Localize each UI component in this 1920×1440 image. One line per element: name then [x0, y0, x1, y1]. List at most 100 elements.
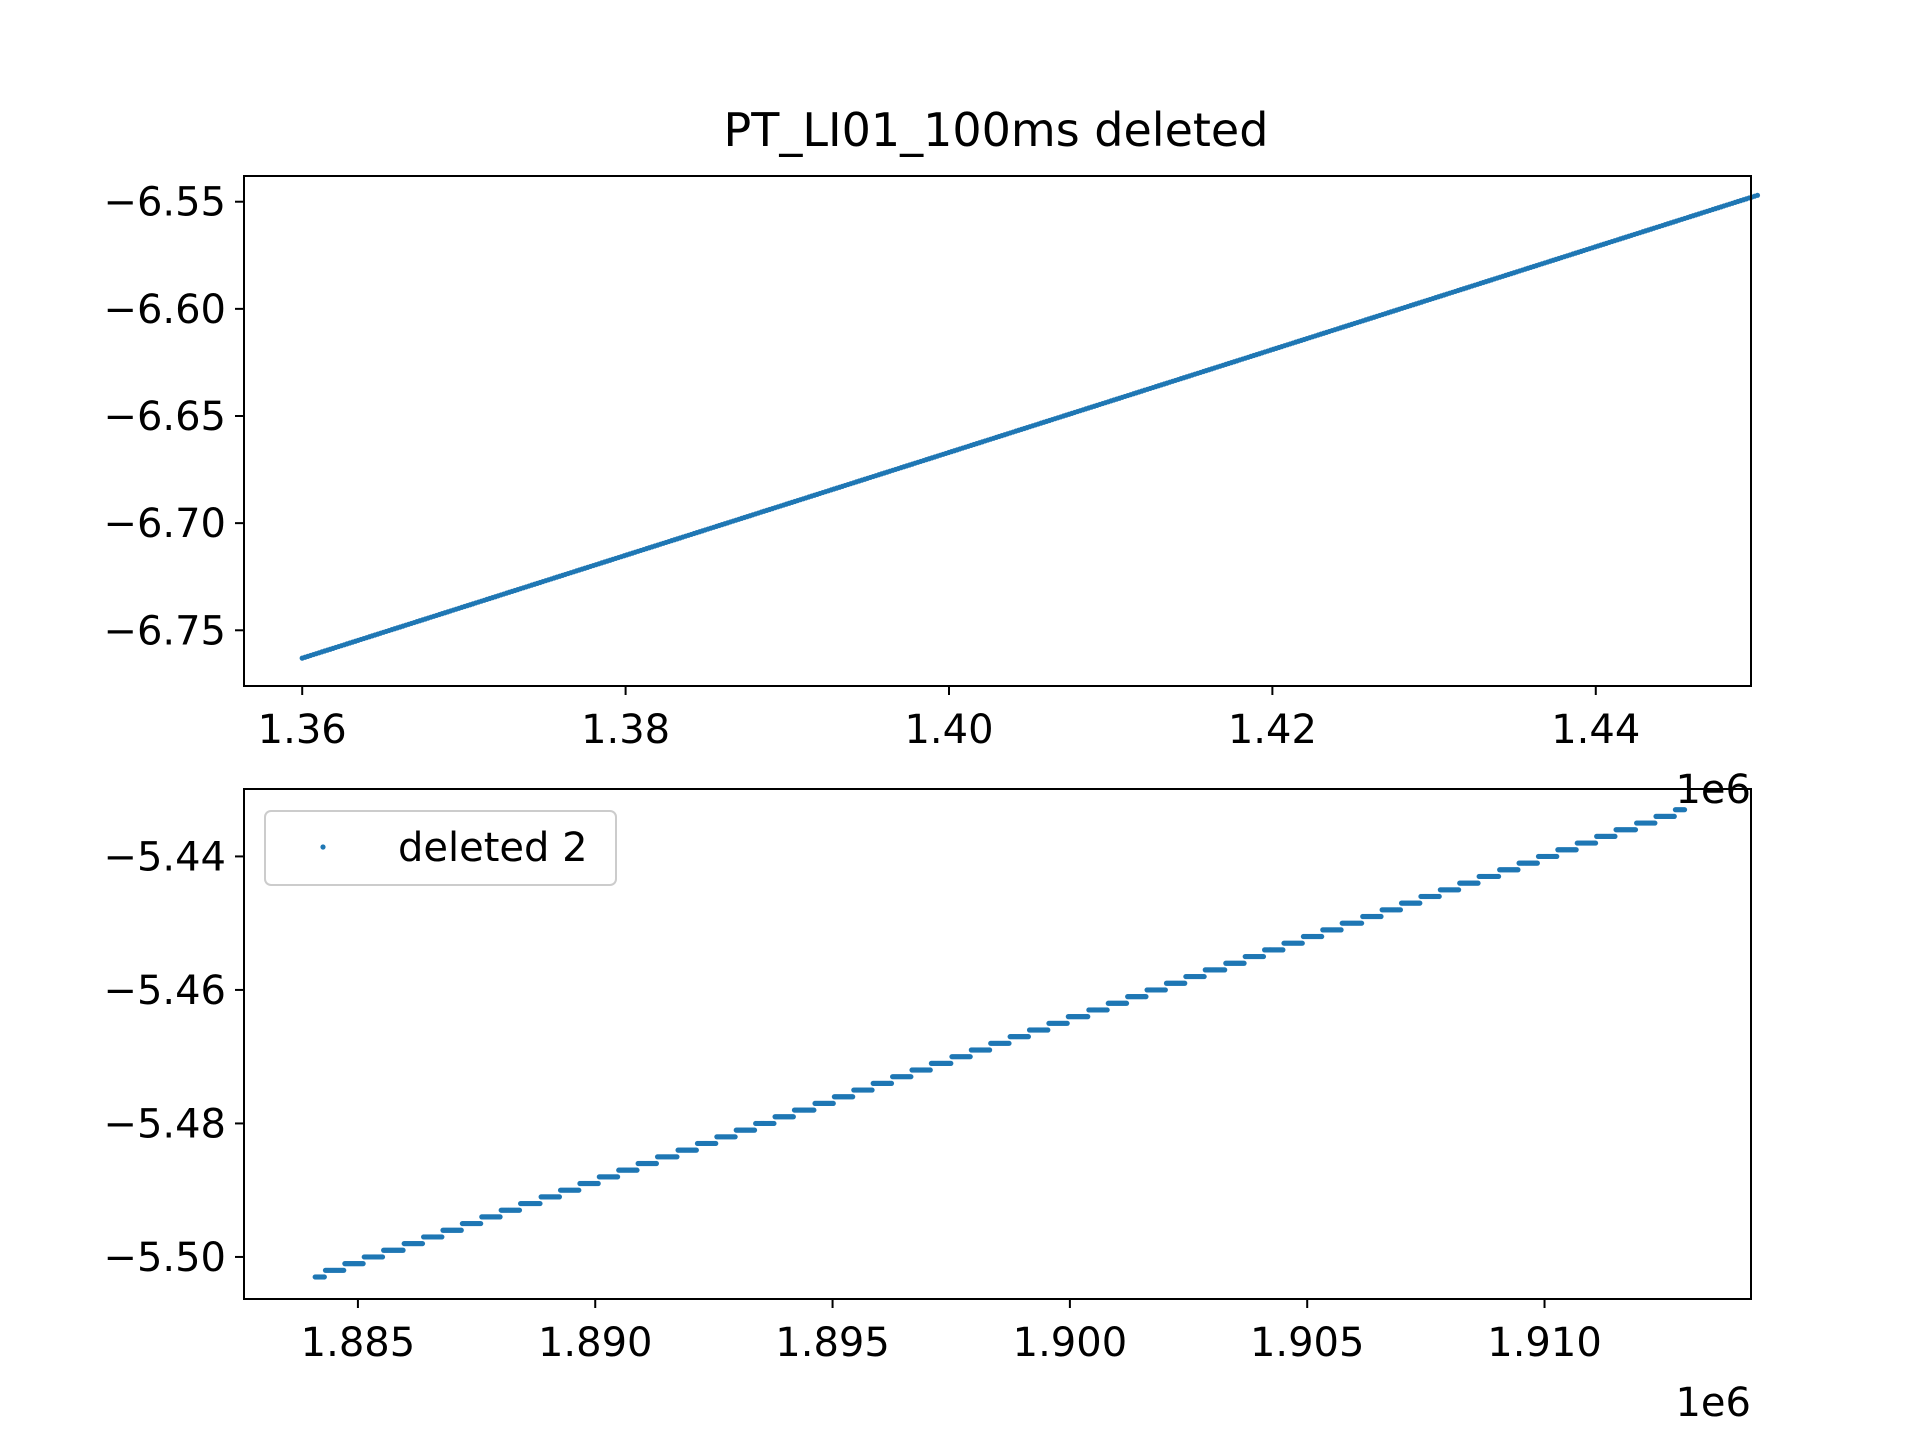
data-point	[1260, 953, 1267, 960]
data-point	[850, 1094, 856, 1100]
data-point	[1085, 1014, 1091, 1020]
series-1-points	[299, 192, 1761, 661]
data-point	[693, 1147, 699, 1153]
x-tick-label: 1.895	[775, 1320, 890, 1366]
legend: deleted 2	[264, 810, 617, 886]
data-point	[674, 1154, 680, 1160]
data-point	[1280, 947, 1286, 953]
data-point	[1201, 973, 1207, 980]
axes-frame-2	[243, 788, 1752, 1300]
data-point	[830, 1100, 836, 1107]
data-point	[1319, 933, 1325, 940]
data-point	[439, 1234, 445, 1240]
chart-title: PT_LI01_100ms deleted	[724, 103, 1269, 157]
data-point	[948, 1060, 954, 1066]
data-point	[1397, 907, 1404, 913]
data-point	[732, 1134, 738, 1140]
y-tick-label: −6.60	[103, 287, 226, 333]
data-point	[1417, 900, 1423, 906]
data-point	[516, 1207, 523, 1213]
data-point	[341, 1267, 347, 1273]
data-point	[1515, 867, 1521, 873]
data-point	[1241, 960, 1247, 966]
data-point	[1495, 873, 1502, 880]
data-point	[653, 1160, 659, 1167]
data-point	[400, 1247, 406, 1253]
data-point	[1123, 1000, 1130, 1006]
data-point	[1456, 887, 1462, 893]
x-offset-label: 1e6	[1675, 1380, 1751, 1426]
x-tick-label: 1.905	[1250, 1320, 1365, 1366]
data-point	[634, 1167, 640, 1173]
data-point	[967, 1054, 973, 1060]
series-2-points	[312, 807, 1688, 1280]
x-tick-label: 1.900	[1013, 1320, 1128, 1366]
x-tick-label: 1.890	[538, 1320, 653, 1366]
data-point	[1612, 833, 1618, 840]
data-point	[497, 1214, 503, 1220]
data-point	[1554, 853, 1560, 860]
y-tick-label: −5.46	[103, 968, 226, 1014]
y-tick-label: −6.65	[103, 394, 226, 440]
y-tick-label: −5.44	[103, 834, 226, 880]
data-point	[811, 1107, 817, 1113]
y-tick-label: −5.50	[103, 1235, 226, 1281]
data-point	[576, 1187, 582, 1193]
x-tick-label: 1.40	[904, 707, 993, 753]
data-point	[360, 1261, 366, 1267]
data-point	[1671, 813, 1677, 819]
data-point	[713, 1140, 719, 1147]
data-point	[751, 1127, 758, 1133]
data-point	[1143, 994, 1149, 1000]
y-tick-label: −6.70	[103, 501, 226, 547]
data-point	[537, 1200, 543, 1207]
y-tick-label: −6.75	[103, 608, 226, 654]
data-point	[1378, 913, 1384, 920]
data-point	[1162, 987, 1168, 993]
data-point	[1006, 1040, 1012, 1046]
data-point	[1475, 880, 1481, 886]
y-tick-label: −6.55	[103, 180, 226, 226]
data-point	[1064, 1020, 1070, 1026]
x-tick-label: 1.38	[581, 707, 670, 753]
data-point	[1652, 820, 1658, 826]
data-point	[1592, 840, 1599, 846]
data-point	[1025, 1034, 1031, 1040]
x-tick-label: 1.36	[258, 707, 347, 753]
data-point	[1632, 827, 1639, 833]
data-point	[1436, 893, 1442, 900]
plots-layer: 1.36 1.38 1.40 1.42 1.44 −6.55 −6.60 −6.65 −6.70…	[103, 175, 1761, 1426]
subplot-1: 1.36 1.38 1.40 1.42 1.44 −6.55 −6.60 −6.65 −6.70…	[103, 175, 1761, 813]
data-point	[1299, 940, 1305, 946]
data-point	[615, 1174, 621, 1180]
data-point	[771, 1120, 777, 1127]
data-point	[595, 1180, 601, 1187]
data-point	[1754, 192, 1761, 198]
x-tick-label: 1.910	[1487, 1320, 1602, 1366]
data-point	[321, 1274, 327, 1280]
axes-frame-1	[243, 175, 1752, 687]
y-tick-label: −5.48	[103, 1101, 226, 1147]
data-point	[1104, 1007, 1110, 1013]
data-point	[1359, 920, 1365, 926]
data-point	[1182, 980, 1188, 986]
data-point	[458, 1227, 464, 1233]
legend-marker	[320, 844, 326, 850]
data-point	[927, 1067, 933, 1073]
data-point	[1338, 927, 1344, 933]
data-point	[1534, 860, 1540, 866]
data-point	[419, 1240, 426, 1247]
data-point	[869, 1087, 875, 1093]
data-point	[888, 1080, 895, 1086]
subplot-2: 1.885 1.890 1.895 1.900 1.905 1.910 −5.44 −5.46…	[103, 788, 1752, 1426]
data-point	[1045, 1027, 1051, 1033]
data-point	[556, 1194, 563, 1200]
x-tick-label: 1.885	[301, 1320, 416, 1366]
data-point	[987, 1047, 993, 1053]
data-point	[478, 1220, 484, 1227]
x-tick-label: 1.44	[1551, 707, 1640, 753]
data-point	[379, 1254, 386, 1260]
data-point	[1573, 847, 1579, 853]
